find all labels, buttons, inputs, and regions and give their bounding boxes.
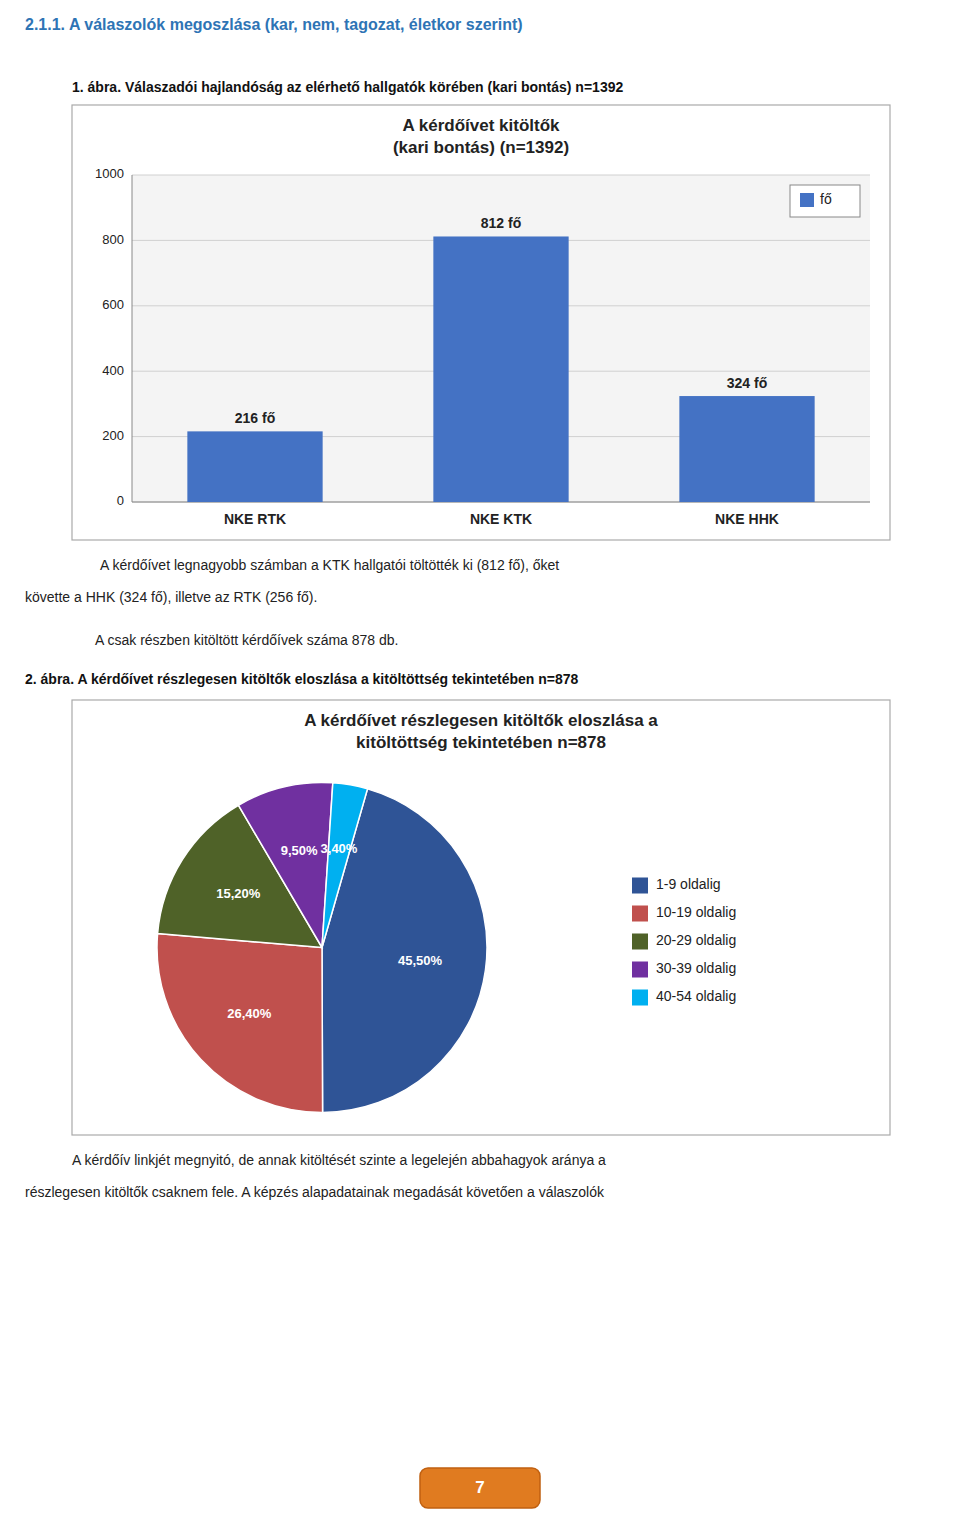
chart-frame <box>72 700 890 1135</box>
paragraph: követte a HHK (324 fő), illetve az RTK (… <box>25 589 317 605</box>
page-number: 7 <box>475 1478 484 1497</box>
legend-swatch <box>632 934 648 950</box>
legend-swatch <box>632 962 648 978</box>
page: 2.1.1. A válaszolók megoszlása (kar, nem… <box>0 0 960 1517</box>
bar <box>679 396 814 502</box>
chart-subtitle: (kari bontás) (n=1392) <box>393 138 569 157</box>
bar <box>187 431 322 502</box>
figure-caption: 1. ábra. Válaszadói hajlandóság az elérh… <box>72 79 623 95</box>
data-label: 45,50% <box>398 953 443 968</box>
legend-label: 1-9 oldalig <box>656 876 721 892</box>
legend-swatch <box>632 990 648 1006</box>
bar <box>433 236 568 502</box>
data-label: 15,20% <box>216 886 261 901</box>
x-tick-label: NKE HHK <box>715 511 779 527</box>
y-tick-label: 800 <box>102 232 124 247</box>
paragraph: A csak részben kitöltött kérdőívek száma… <box>95 632 399 648</box>
y-tick-label: 1000 <box>95 166 124 181</box>
chart-frame <box>72 105 890 540</box>
data-label: 812 fő <box>481 215 521 231</box>
data-label: 324 fő <box>727 375 767 391</box>
data-label: 9,50% <box>281 843 318 858</box>
figure-caption: 2. ábra. A kérdőívet részlegesen kitöltő… <box>25 671 579 687</box>
chart-title: A kérdőívet részlegesen kitöltők eloszlá… <box>304 711 658 730</box>
chart-subtitle: kitöltöttség tekintetében n=878 <box>356 733 606 752</box>
legend-label: 40-54 oldalig <box>656 988 736 1004</box>
y-tick-label: 200 <box>102 428 124 443</box>
page-title: 2.1.1. A válaszolók megoszlása (kar, nem… <box>25 16 523 33</box>
pie <box>157 782 487 1112</box>
chart-title: A kérdőívet kitöltők <box>402 116 560 135</box>
grid-line <box>132 175 870 176</box>
legend-label: fő <box>820 191 832 207</box>
y-axis-line <box>132 175 133 502</box>
bars <box>187 236 814 502</box>
legend-label: 20-29 oldalig <box>656 932 736 948</box>
legend-swatch <box>800 193 814 207</box>
legend-frame <box>790 185 860 217</box>
data-label: 216 fő <box>235 410 275 426</box>
plot-area <box>132 175 870 502</box>
legend-label: 30-39 oldalig <box>656 960 736 976</box>
paragraph: részlegesen kitöltők csaknem fele. A kép… <box>25 1184 605 1200</box>
pie-slice <box>157 934 323 1113</box>
page-number-box <box>420 1468 540 1508</box>
legend-label: 10-19 oldalig <box>656 904 736 920</box>
legend-swatch <box>632 906 648 922</box>
y-tick-label: 0 <box>117 493 124 508</box>
paragraph: A kérdőívet legnagyobb számban a KTK hal… <box>100 557 559 573</box>
data-label: 26,40% <box>227 1006 272 1021</box>
y-tick-label: 400 <box>102 363 124 378</box>
data-label: 3,40% <box>321 841 358 856</box>
pie-slice <box>238 782 332 947</box>
x-tick-label: NKE KTK <box>470 511 532 527</box>
legend-swatch <box>632 878 648 894</box>
y-tick-label: 600 <box>102 297 124 312</box>
paragraph: A kérdőív linkjét megnyitó, de annak kit… <box>72 1152 606 1168</box>
pie-slice <box>322 783 367 948</box>
x-tick-label: NKE RTK <box>224 511 286 527</box>
